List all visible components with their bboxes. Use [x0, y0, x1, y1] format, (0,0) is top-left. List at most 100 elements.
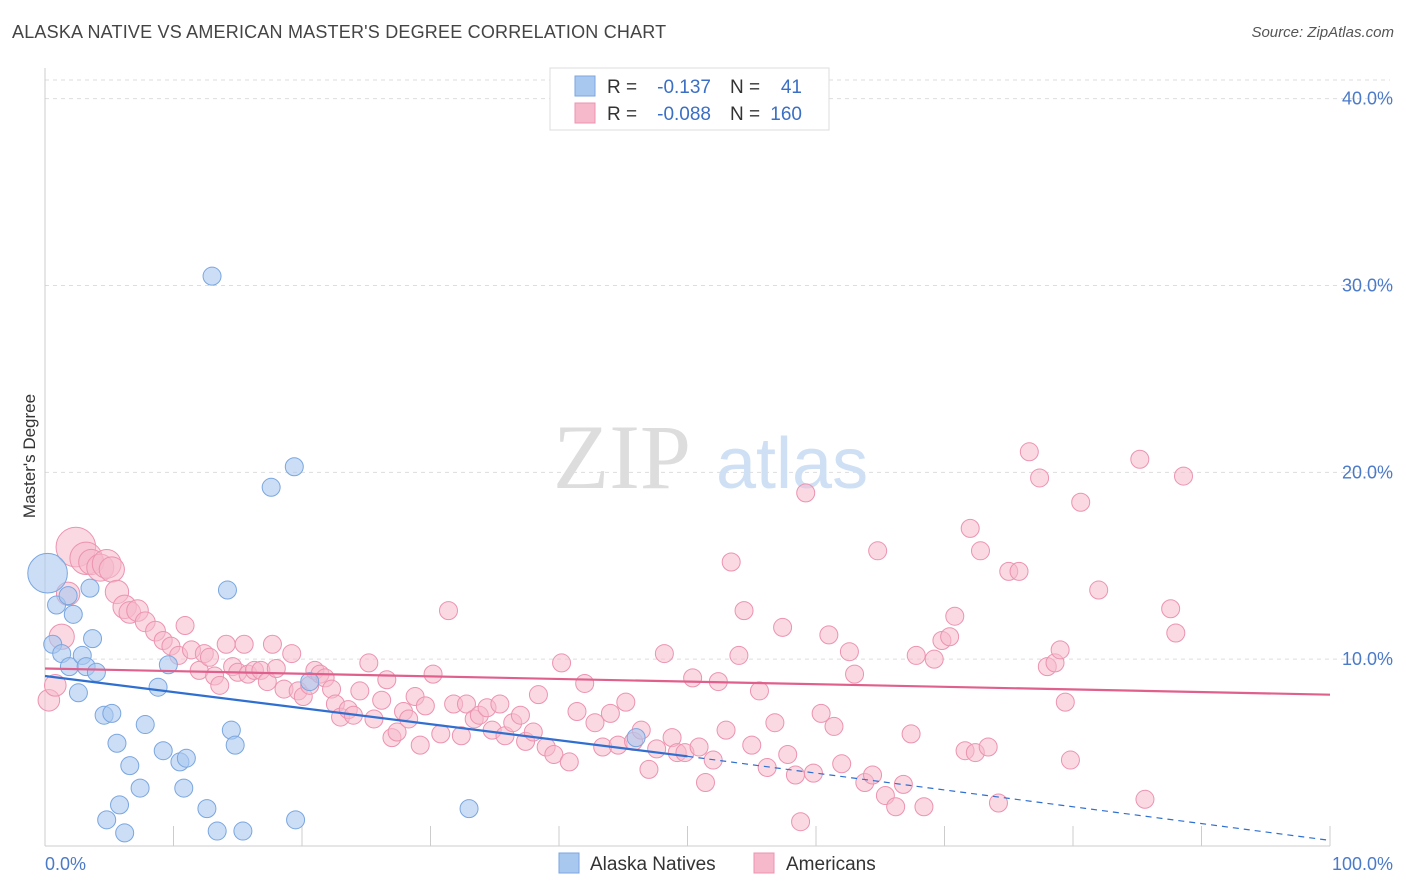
- alaska-natives-point: [202, 266, 222, 286]
- americans-point: [544, 744, 564, 764]
- alaska-natives-point: [148, 677, 168, 697]
- americans-point: [683, 668, 703, 688]
- bottom-legend-label-americans: Americans: [786, 854, 876, 875]
- alaska-natives-point: [459, 799, 479, 819]
- americans-point: [1174, 466, 1194, 486]
- americans-point: [901, 724, 921, 744]
- watermark: ZIP atlas: [553, 406, 868, 508]
- alaska-natives-point: [130, 778, 150, 798]
- americans-point: [1166, 623, 1186, 643]
- alaska-natives-point: [284, 457, 304, 477]
- americans-point: [716, 720, 736, 740]
- americans-point: [1030, 468, 1050, 488]
- americans-point: [528, 685, 548, 705]
- americans-point: [757, 758, 777, 778]
- bottom-legend-swatch-americans: [753, 852, 775, 874]
- alaska-natives-point: [102, 703, 122, 723]
- y-tick-label-2: 30.0%: [1342, 276, 1393, 296]
- alaska-natives-point: [107, 733, 127, 753]
- americans-point: [734, 601, 754, 621]
- y-axis-title: Master's Degree: [20, 394, 39, 518]
- americans-point: [431, 724, 451, 744]
- legend-r-value-alaska: -0.137: [657, 77, 711, 98]
- legend-r-value-americans: -0.088: [657, 104, 711, 125]
- americans-point: [647, 739, 667, 759]
- americans-point: [1071, 492, 1091, 512]
- y-tick-label-3: 40.0%: [1342, 89, 1393, 109]
- americans-point: [654, 644, 674, 664]
- americans-point: [689, 737, 709, 757]
- x-tick-label-0: 0.0%: [45, 854, 86, 874]
- americans-point: [266, 659, 286, 679]
- americans-point: [410, 735, 430, 755]
- y-tick-label-0: 10.0%: [1342, 649, 1393, 669]
- alaska-natives-points: [27, 266, 646, 843]
- americans-point: [886, 797, 906, 817]
- americans-point: [819, 625, 839, 645]
- americans-point: [914, 797, 934, 817]
- americans-point: [1050, 640, 1070, 660]
- chart-source: Source: ZipAtlas.com: [1251, 24, 1394, 41]
- alaska-natives-point: [115, 823, 135, 843]
- americans-point: [377, 670, 397, 690]
- series-legend: Alaska Natives Americans: [558, 852, 876, 875]
- bottom-legend-swatch-alaska: [558, 852, 580, 874]
- americans-point: [811, 703, 831, 723]
- americans-point: [43, 674, 67, 697]
- americans-point: [970, 541, 990, 561]
- americans-point: [552, 653, 572, 673]
- alaska-natives-point: [158, 655, 178, 675]
- watermark-atlas: atlas: [716, 424, 868, 504]
- gridlines: [45, 79, 1390, 660]
- americans-point: [510, 705, 530, 725]
- americans-point: [803, 763, 823, 783]
- americans-point: [575, 673, 595, 693]
- correlation-legend: R = -0.137 N = 41 R = -0.088 N = 160: [549, 67, 830, 131]
- alaska-natives-point: [286, 810, 306, 830]
- axes: [44, 68, 1331, 847]
- americans-point: [721, 552, 741, 572]
- alaska-natives-point: [58, 586, 78, 606]
- americans-point: [216, 634, 236, 654]
- legend-n-value-americans: 160: [770, 104, 802, 125]
- americans-point: [1135, 789, 1155, 809]
- y-tick-label-1: 20.0%: [1342, 462, 1393, 482]
- legend-r-label-alaska: R =: [607, 77, 637, 98]
- alaska-natives-point: [135, 715, 155, 735]
- alaska-natives-point: [97, 810, 117, 830]
- x-tick-labels: 0.0% 100.0%: [45, 854, 1393, 874]
- trendlines: [44, 667, 1331, 841]
- americans-point: [234, 634, 254, 654]
- americans-point: [490, 694, 510, 714]
- americans-point: [372, 690, 392, 710]
- alaska-natives-point: [120, 756, 140, 776]
- americans-point: [940, 627, 960, 647]
- americans-point: [1089, 580, 1109, 600]
- legend-swatch-americans: [574, 102, 596, 124]
- alaska-natives-point: [300, 672, 320, 692]
- americans-point: [742, 735, 762, 755]
- americans-point: [845, 664, 865, 684]
- americans-trendline: [44, 667, 1331, 696]
- americans-point: [399, 709, 419, 729]
- americans-point: [1009, 561, 1029, 581]
- alaska-natives-point: [225, 735, 245, 755]
- alaska-natives-point: [68, 683, 88, 703]
- americans-point: [785, 765, 805, 785]
- americans-point: [359, 653, 379, 673]
- americans-point: [988, 793, 1008, 813]
- americans-point: [616, 692, 636, 712]
- americans-point: [639, 759, 659, 779]
- americans-point: [832, 754, 852, 774]
- alaska-natives-point: [233, 821, 253, 841]
- americans-point: [415, 696, 435, 716]
- americans-point: [868, 541, 888, 561]
- americans-point: [863, 765, 883, 785]
- legend-n-label-americans: N =: [730, 104, 760, 125]
- americans-point: [423, 664, 443, 684]
- americans-point: [585, 713, 605, 733]
- americans-point: [451, 726, 471, 746]
- alaska-natives-point: [217, 580, 237, 600]
- chart-title: ALASKA NATIVE VS AMERICAN MASTER'S DEGRE…: [12, 22, 667, 42]
- americans-point: [906, 645, 926, 665]
